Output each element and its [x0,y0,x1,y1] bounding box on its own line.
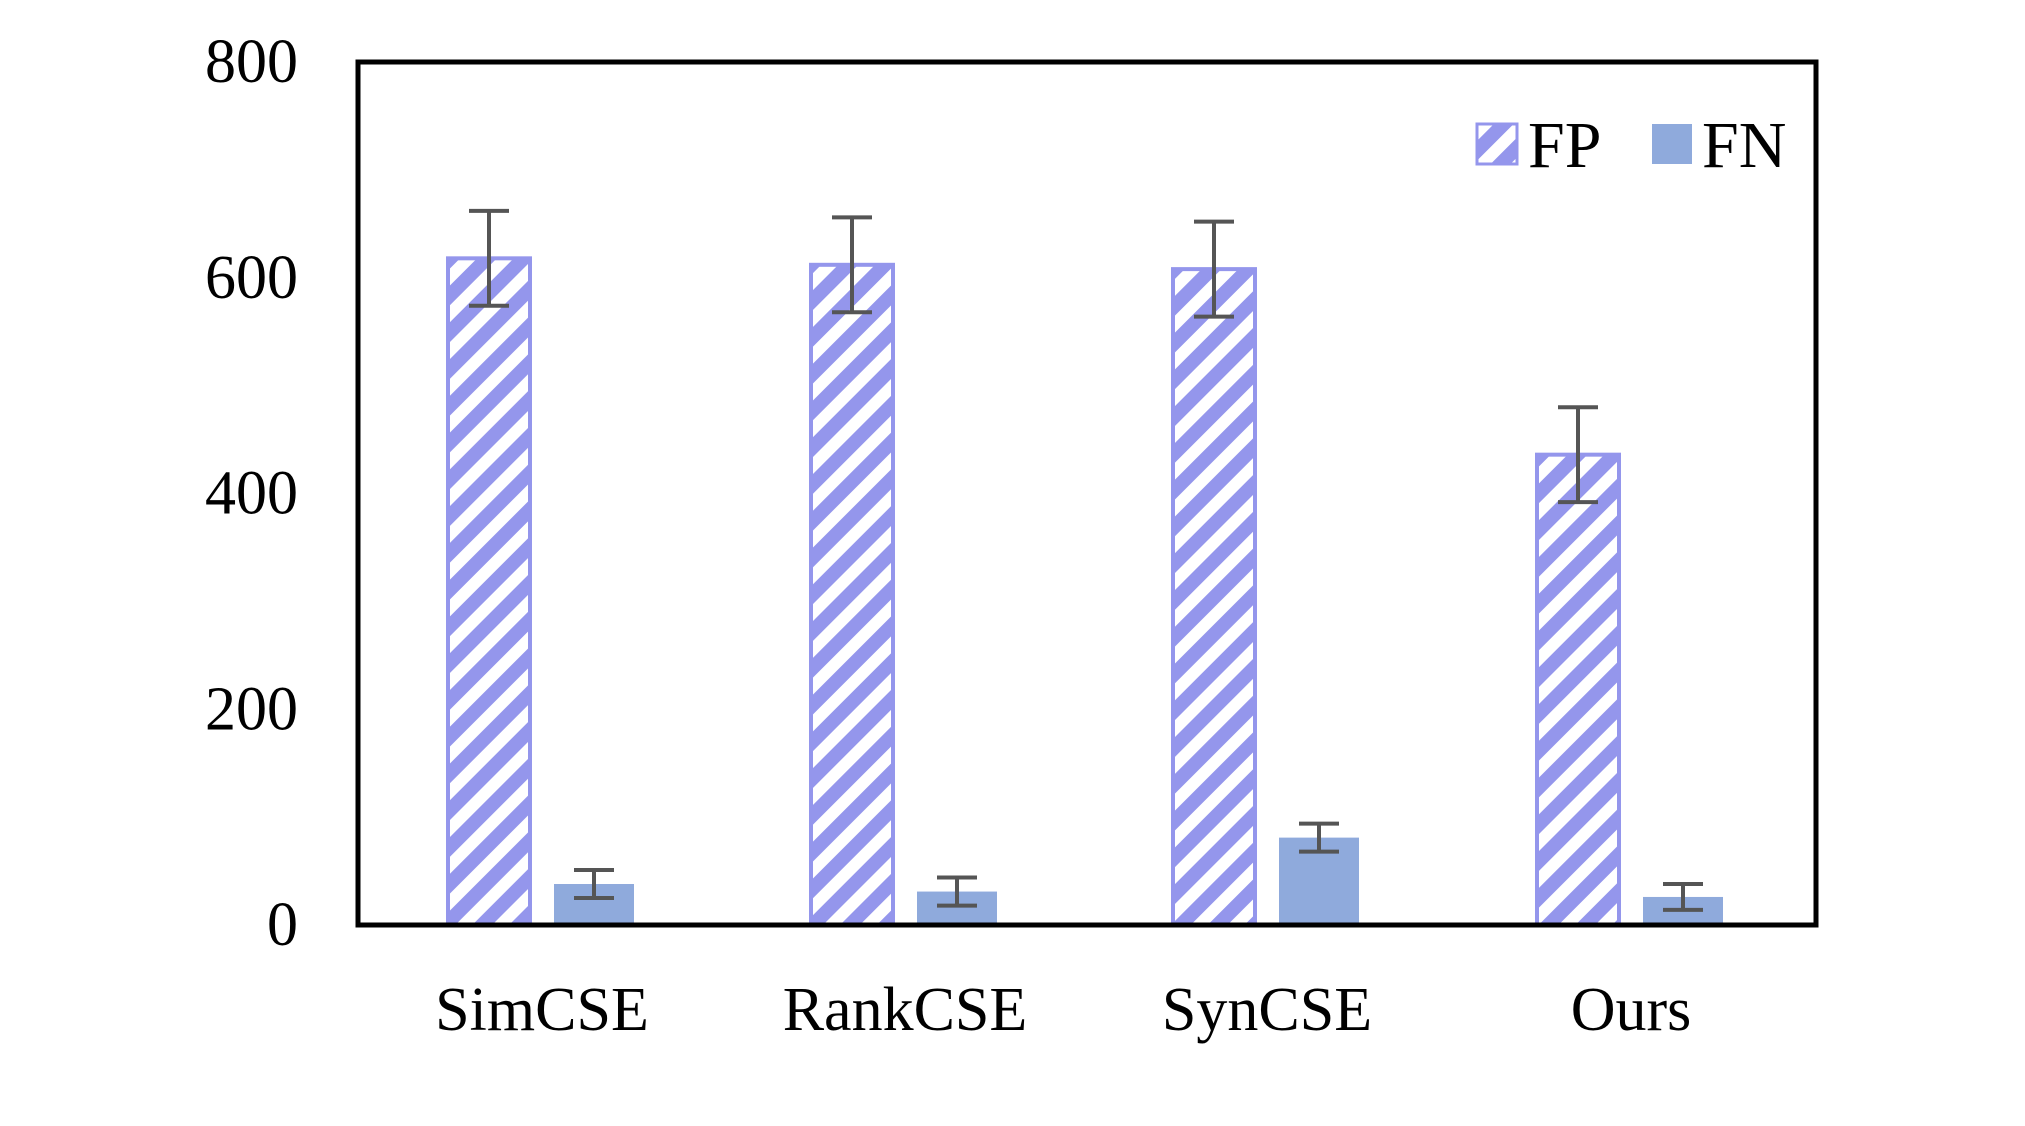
legend-label-fp: FP [1528,109,1601,182]
y-tick-label-1: 200 [205,675,298,743]
bar-fp-ours [1535,452,1621,927]
error-bar-fp-rankcse [832,215,872,315]
x-category-label-simcse: SimCSE [435,976,649,1044]
y-axis-tick-labels: 0 200 400 600 800 [205,28,298,959]
y-tick-label-0: 0 [267,891,298,959]
error-bar-fn-rankcse [937,875,977,908]
x-category-label-rankcse: RankCSE [783,976,1028,1044]
error-bar-fn-ours [1663,882,1703,912]
x-category-label-syncse: SynCSE [1162,976,1372,1044]
error-bar-fp-simcse [469,208,509,308]
plot-area-frame [355,59,1819,928]
error-bar-fp-syncse [1194,219,1234,319]
error-bar-fn-syncse [1299,821,1339,854]
x-category-label-ours: Ours [1571,976,1692,1044]
error-bars-layer [469,208,1703,912]
error-bar-fp-ours [1558,405,1598,505]
bars-layer [446,256,1723,927]
y-tick-label-2: 400 [205,460,298,528]
bar-fp-simcse [446,256,532,927]
error-bar-fn-simcse [574,867,614,901]
y-tick-label-4: 800 [205,28,298,96]
bar-fp-syncse [1171,267,1257,927]
y-tick-label-3: 600 [205,244,298,312]
legend: FP FN [1475,109,1786,182]
legend-swatch-fn [1652,124,1692,164]
x-axis-category-labels: SimCSE RankCSE SynCSE Ours [435,976,1691,1044]
legend-label-fn: FN [1702,109,1786,182]
legend-swatch-fp [1475,122,1519,166]
bar-fp-rankcse [809,262,895,927]
